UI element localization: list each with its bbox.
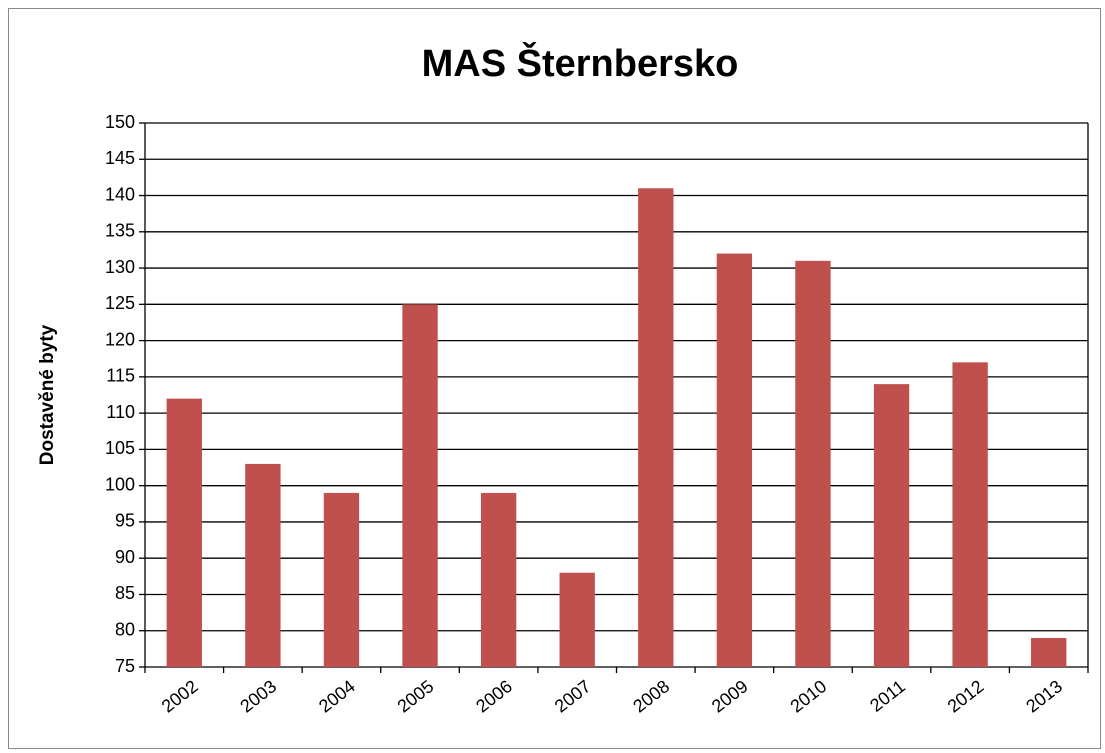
y-tick-label: 145 xyxy=(105,148,135,168)
bar xyxy=(716,253,753,667)
bar xyxy=(323,492,360,667)
y-tick-label: 75 xyxy=(115,656,135,676)
y-tick-label: 85 xyxy=(115,583,135,603)
bar xyxy=(245,463,281,667)
y-tick-label: 150 xyxy=(105,112,135,132)
y-tick-label: 80 xyxy=(115,619,135,639)
y-tick-label: 95 xyxy=(115,511,135,531)
y-tick-label: 135 xyxy=(105,221,135,241)
y-tick-label: 125 xyxy=(105,293,135,313)
bar xyxy=(1031,637,1067,667)
bar xyxy=(638,188,674,667)
bar xyxy=(873,384,910,667)
y-axis-label: Dostavěné byty xyxy=(37,324,58,465)
y-tick-label: 130 xyxy=(105,257,135,277)
y-tick-label: 115 xyxy=(106,366,135,386)
bar xyxy=(559,572,595,667)
chart-title: MAS Šternbersko xyxy=(422,40,739,85)
y-tick-label: 100 xyxy=(105,474,135,494)
bar xyxy=(480,492,517,667)
bar xyxy=(952,362,988,667)
bar xyxy=(402,304,438,667)
y-tick-label: 110 xyxy=(106,402,135,422)
y-tick-label: 105 xyxy=(105,438,135,458)
y-tick-label: 90 xyxy=(115,547,135,567)
y-tick-label: 120 xyxy=(105,329,135,349)
bar xyxy=(166,398,202,667)
y-tick-label: 140 xyxy=(105,184,135,204)
bar xyxy=(795,260,831,667)
